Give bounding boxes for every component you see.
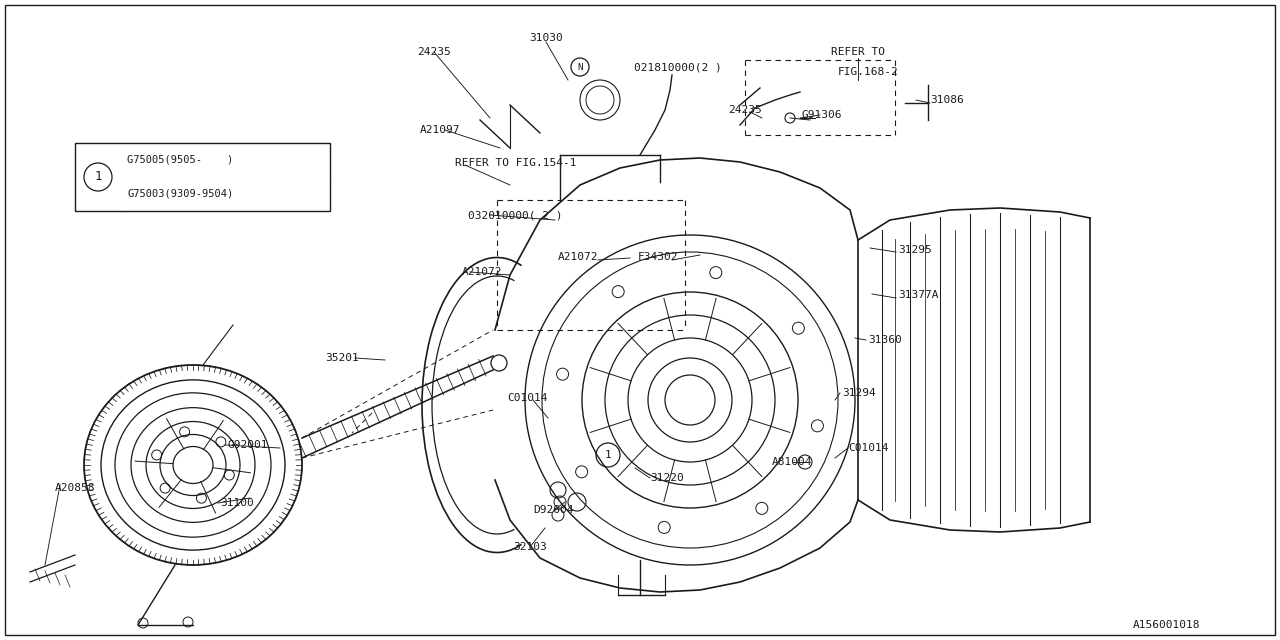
Text: G91306: G91306 [801, 110, 842, 120]
Text: 31220: 31220 [650, 473, 684, 483]
Text: 1: 1 [95, 170, 101, 184]
Text: G75003(9309-9504): G75003(9309-9504) [127, 189, 233, 199]
Text: 35201: 35201 [325, 353, 358, 363]
Text: D92604: D92604 [532, 505, 573, 515]
Text: C01014: C01014 [508, 393, 548, 403]
Text: 31086: 31086 [931, 95, 964, 105]
Text: G92001: G92001 [227, 440, 268, 450]
Text: A21097: A21097 [420, 125, 461, 135]
Text: F34302: F34302 [637, 252, 678, 262]
Text: 31360: 31360 [868, 335, 901, 345]
Text: A81004: A81004 [772, 457, 813, 467]
Text: A156001018: A156001018 [1133, 620, 1201, 630]
Text: A20858: A20858 [55, 483, 96, 493]
Text: 31294: 31294 [842, 388, 876, 398]
Text: A21072: A21072 [558, 252, 598, 262]
Bar [76, 143, 330, 211]
Text: 24235: 24235 [728, 105, 762, 115]
Text: 31100: 31100 [220, 498, 253, 508]
Text: 021810000(2 ): 021810000(2 ) [634, 62, 722, 72]
Text: 32103: 32103 [513, 542, 547, 552]
Text: C01014: C01014 [849, 443, 888, 453]
Text: G75005(9505-    ): G75005(9505- ) [127, 155, 233, 165]
Text: 31377A: 31377A [899, 290, 938, 300]
Text: REFER TO FIG.154-1: REFER TO FIG.154-1 [454, 158, 576, 168]
Text: 31030: 31030 [529, 33, 563, 43]
Text: 31295: 31295 [899, 245, 932, 255]
Text: A21072: A21072 [462, 267, 503, 277]
Text: 1: 1 [604, 450, 612, 460]
Text: 24235: 24235 [417, 47, 451, 57]
Text: N: N [577, 63, 582, 72]
Text: REFER TO: REFER TO [831, 47, 884, 57]
Text: 032010000( 2 ): 032010000( 2 ) [468, 210, 562, 220]
Text: FIG.168-2: FIG.168-2 [837, 67, 899, 77]
